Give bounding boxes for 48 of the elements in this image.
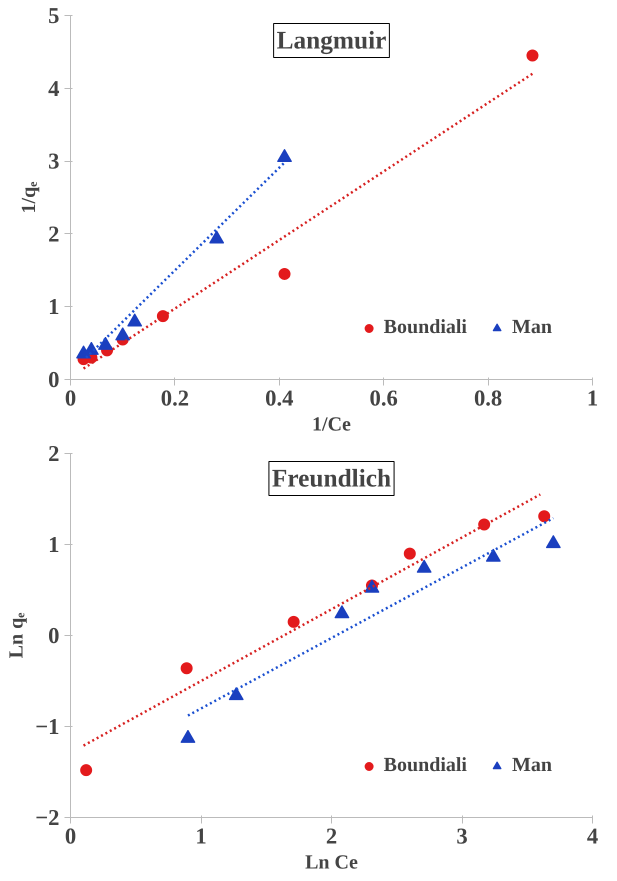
point xyxy=(278,268,291,280)
point xyxy=(228,686,244,700)
x-tick-label: 0 xyxy=(64,386,76,410)
point xyxy=(180,662,193,674)
y-tick-label: 1 xyxy=(48,532,60,557)
point xyxy=(288,616,300,628)
x-tick-label: 0 xyxy=(64,824,76,848)
y-tick-label: −2 xyxy=(35,805,60,830)
chart-title: Freundlich xyxy=(272,464,392,492)
legend-label: Boundiali xyxy=(384,316,467,339)
point xyxy=(416,560,432,573)
y-tick-label: 0 xyxy=(48,623,60,648)
x-tick-label: 4 xyxy=(586,824,598,848)
x-tick-label: 0.8 xyxy=(474,386,502,410)
x-axis-title: 1/Ce xyxy=(312,414,352,436)
point xyxy=(98,336,113,350)
y-tick-label: −1 xyxy=(35,714,60,739)
legend-label: Boundiali xyxy=(384,754,467,777)
y-tick-label: 5 xyxy=(48,3,60,28)
y-tick-label: 2 xyxy=(48,221,60,246)
y-tick-label: 3 xyxy=(48,148,60,174)
y-tick-label: 1 xyxy=(48,294,60,320)
y-tick-label: 2 xyxy=(48,441,60,466)
point xyxy=(209,230,224,244)
point xyxy=(538,510,550,522)
legend-label: Man xyxy=(512,754,552,777)
legend-label: Man xyxy=(512,316,552,339)
x-tick-label: 0.2 xyxy=(160,386,190,410)
x-tick-label: 1 xyxy=(586,386,598,410)
point xyxy=(127,313,142,327)
point xyxy=(546,535,561,548)
point xyxy=(526,50,538,62)
x-axis-title: Ln Ce xyxy=(305,852,358,874)
chart-title: Langmuir xyxy=(276,26,386,54)
point xyxy=(404,548,416,560)
point xyxy=(115,327,130,340)
point xyxy=(180,730,196,743)
x-tick-label: 2 xyxy=(326,824,338,848)
y-axis-title: 1/qₑ xyxy=(18,182,40,214)
y-axis-title: Ln qₑ xyxy=(5,612,28,658)
point xyxy=(486,548,501,562)
x-tick-label: 3 xyxy=(456,824,468,848)
x-tick-label: 0.4 xyxy=(265,386,294,410)
y-tick-label: 4 xyxy=(48,76,60,101)
x-tick-label: 1 xyxy=(195,824,207,848)
point xyxy=(334,605,350,618)
y-tick-label: 0 xyxy=(48,367,60,392)
x-tick-label: 0.6 xyxy=(370,386,398,410)
